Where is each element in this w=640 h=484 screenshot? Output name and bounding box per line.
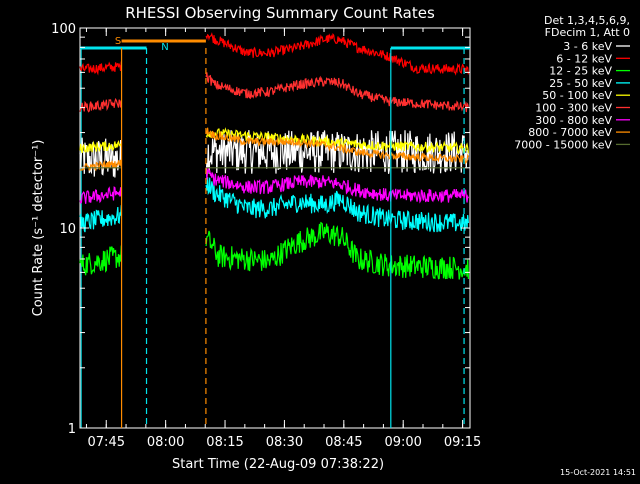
y-tick-label: 10 (59, 222, 76, 237)
legend-label: 12 - 25 keV (549, 65, 612, 78)
x-tick-label: 08:45 (325, 435, 362, 450)
legend-label: 800 - 7000 keV (528, 126, 612, 139)
x-tick-label: 08:15 (206, 435, 243, 450)
y-axis-label: Count Rate (s⁻¹ detector⁻¹) (31, 140, 46, 317)
x-tick-label: 08:00 (147, 435, 184, 450)
x-tick-label: 09:15 (444, 435, 481, 450)
series-line-6-12keV (79, 32, 469, 76)
x-axis-label: Start Time (22-Aug-09 07:38:22) (172, 457, 384, 472)
segment-boundaries (120, 48, 465, 428)
legend-label: 7000 - 15000 keV (514, 138, 612, 151)
series-line-25-50keV (79, 177, 469, 233)
legend-label: 25 - 50 keV (549, 77, 612, 90)
legend-label: 3 - 6 keV (563, 40, 612, 53)
y-tick-label: 100 (51, 22, 76, 37)
x-axis: 07:45 08:00 08:15 08:30 08:45 09:00 09:15 (85, 28, 481, 450)
legend-label: 50 - 100 keV (542, 89, 612, 102)
legend: Det 1,3,4,5,6,9, FDecim 1, Att 0 3 - 6 k… (514, 14, 630, 151)
legend-label: 6 - 12 keV (556, 52, 612, 65)
y-tick-label: 1 (68, 422, 76, 437)
legend-label: 100 - 300 keV (535, 102, 612, 115)
y-axis: 1 10 100 (51, 22, 470, 437)
saa-flag-label: S (115, 36, 121, 47)
x-tick-label: 08:30 (266, 435, 303, 450)
series-line-300-800keV (79, 167, 469, 205)
status-bands (80, 39, 470, 428)
series-line-800-7000keV (79, 127, 469, 172)
legend-header-line-2: FDecim 1, Att 0 (545, 26, 630, 39)
x-tick-label: 07:45 (88, 435, 125, 450)
x-tick-label: 09:00 (384, 435, 421, 450)
series-layer (79, 32, 469, 280)
legend-header-line-1: Det 1,3,4,5,6,9, (544, 14, 630, 27)
plot-area: S N (79, 27, 471, 429)
legend-label: 300 - 800 keV (535, 114, 612, 127)
chart-title: RHESSI Observing Summary Count Rates (125, 4, 435, 22)
plot-timestamp: 15-Oct-2021 14:51 (560, 468, 636, 477)
series-line-50-100keV (79, 127, 469, 155)
night-flag-label: N (161, 42, 168, 53)
series-line-100-300keV (79, 72, 469, 113)
series-line-12-25keV (79, 221, 469, 280)
